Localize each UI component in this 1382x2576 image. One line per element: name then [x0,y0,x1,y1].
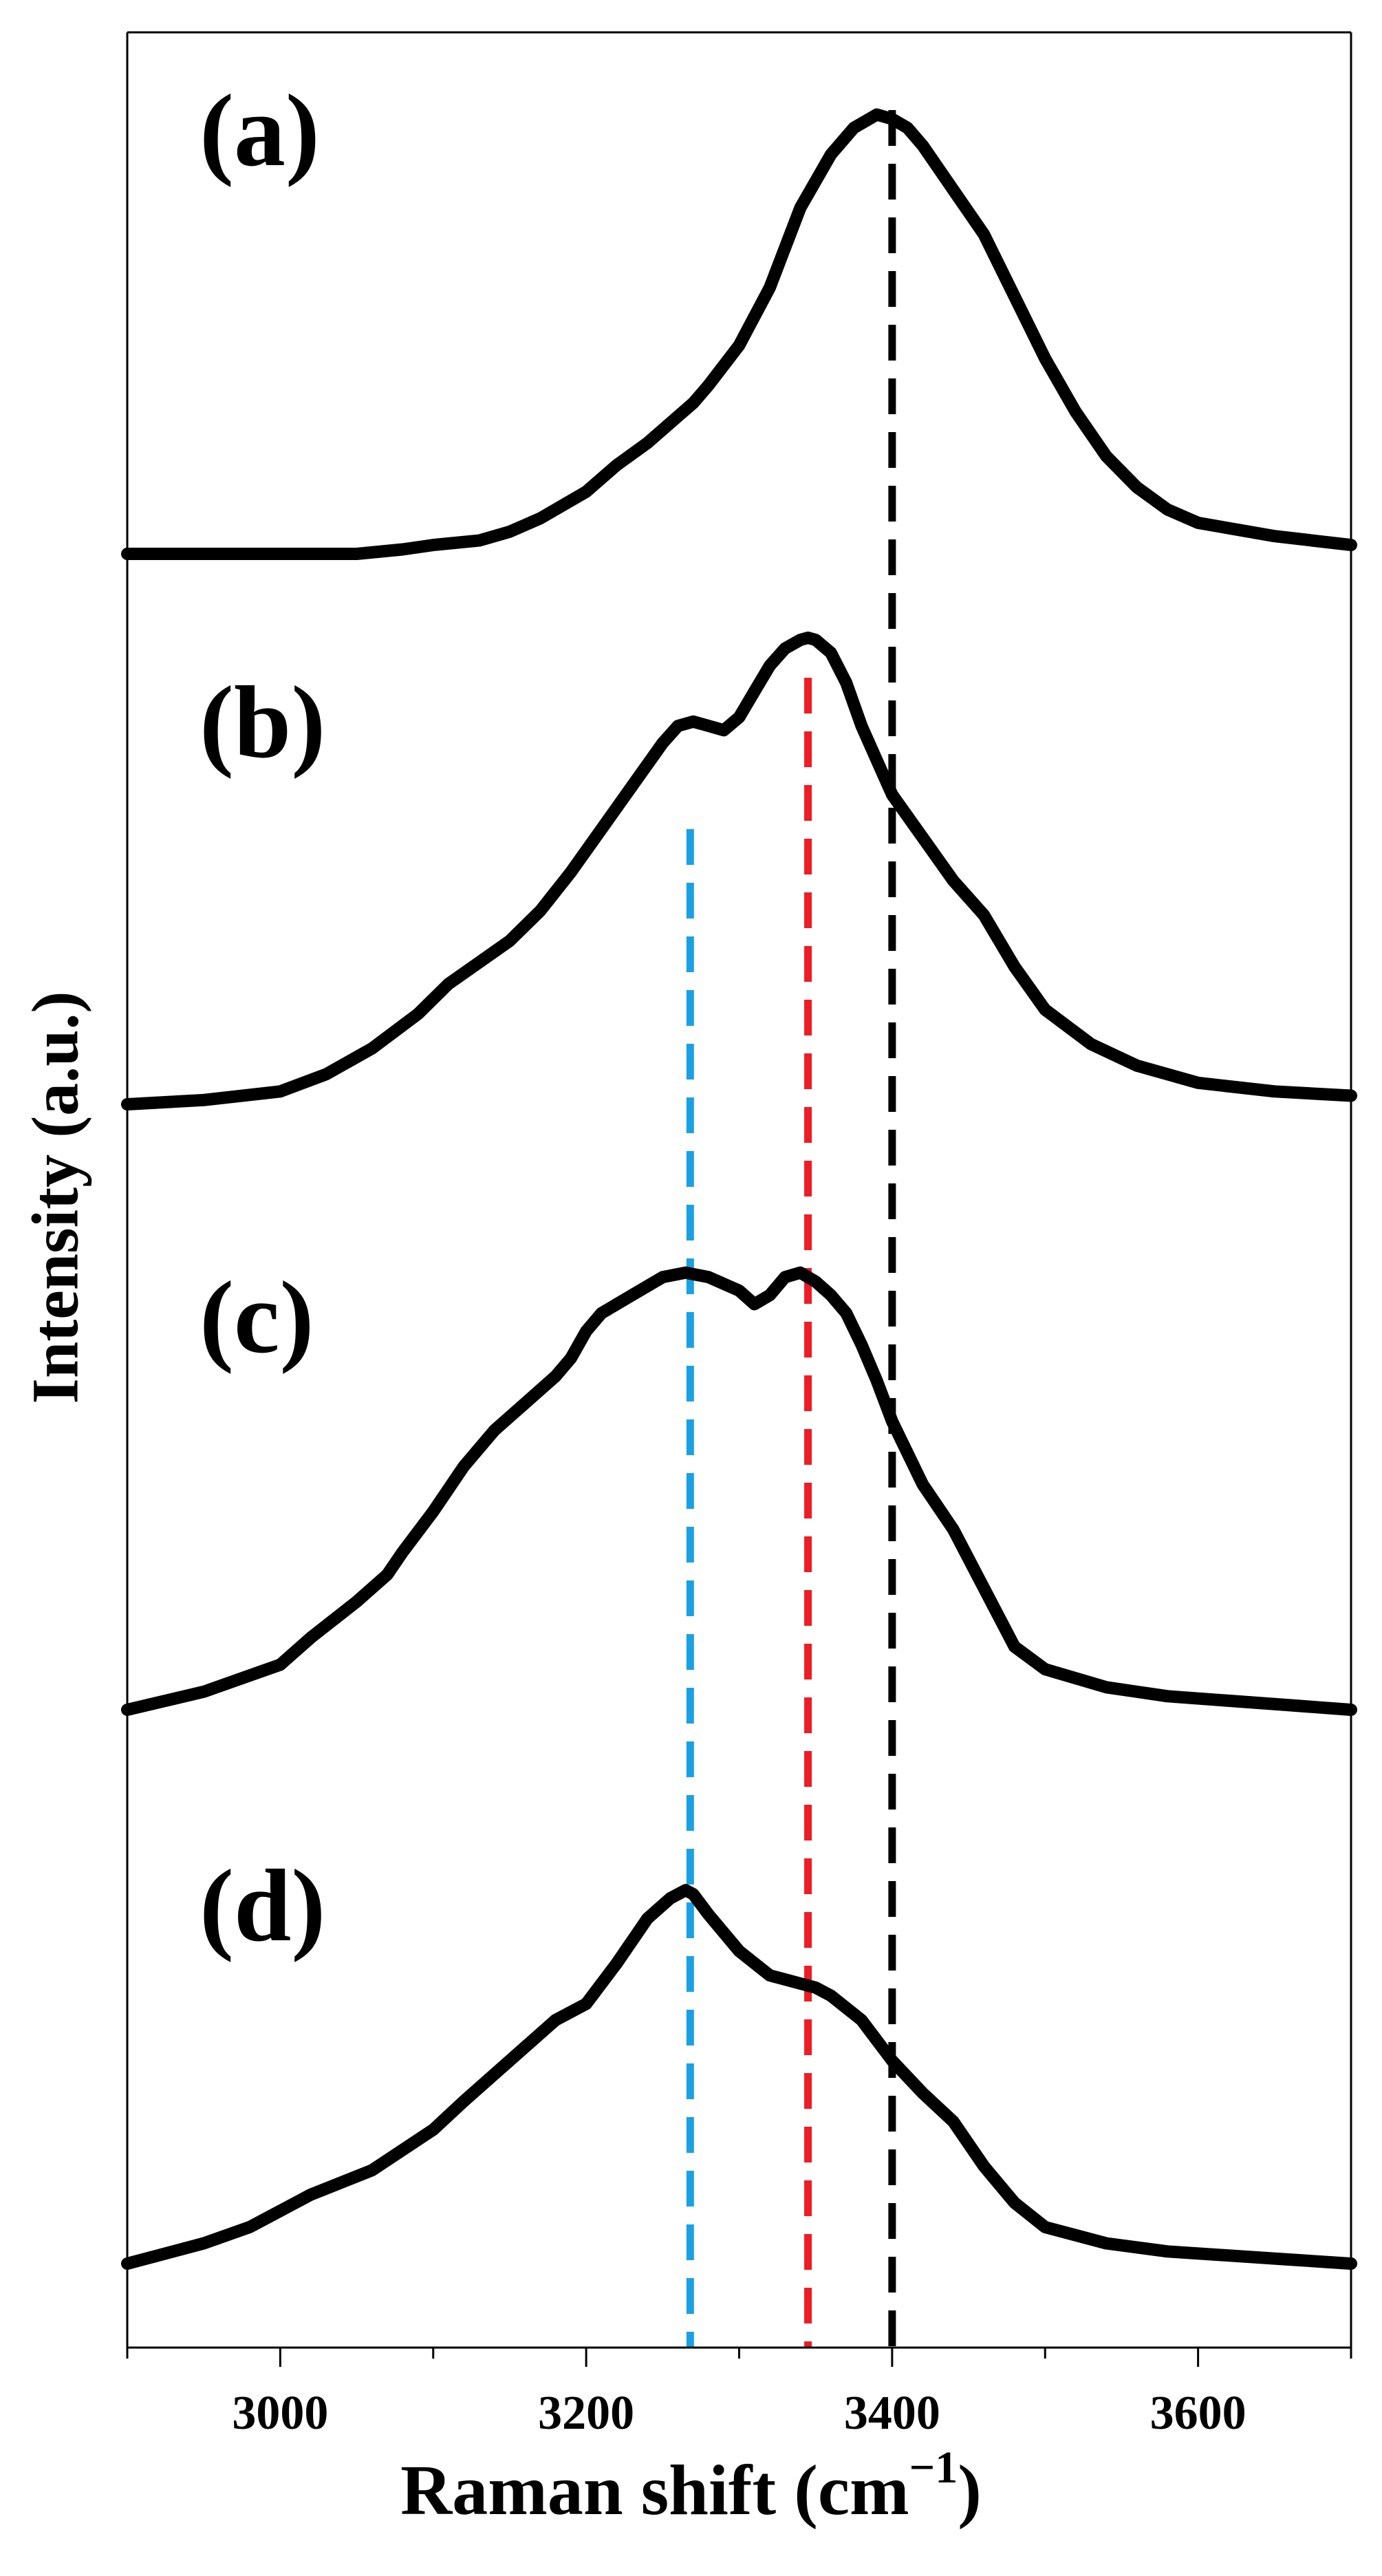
spectrum-line-c [121,1266,1357,1716]
x-axis-label-unit-exponent: −1 [909,2443,958,2493]
x-tick-label: 3200 [538,2387,634,2440]
panel-label-d: (d) [199,1849,325,1963]
x-axis-label-text: Raman shift [400,2451,777,2530]
y-axis-label: Intensity (a.u.) [18,990,92,1404]
x-axis-label: Raman shift (cm−1) [400,2443,982,2531]
spectrum-line-d [121,1884,1357,2270]
x-tick-label: 3400 [844,2387,940,2440]
panel-label-a: (a) [199,74,320,188]
spectrum-line-b [121,631,1357,1110]
x-axis-label-unit: cm [817,2451,909,2530]
panel-label-c: (c) [199,1260,314,1375]
x-tick-label: 3000 [232,2387,328,2440]
spectrum-line-a [121,108,1357,560]
panel-label-b: (b) [199,665,325,780]
x-tick-label: 3600 [1150,2387,1246,2440]
